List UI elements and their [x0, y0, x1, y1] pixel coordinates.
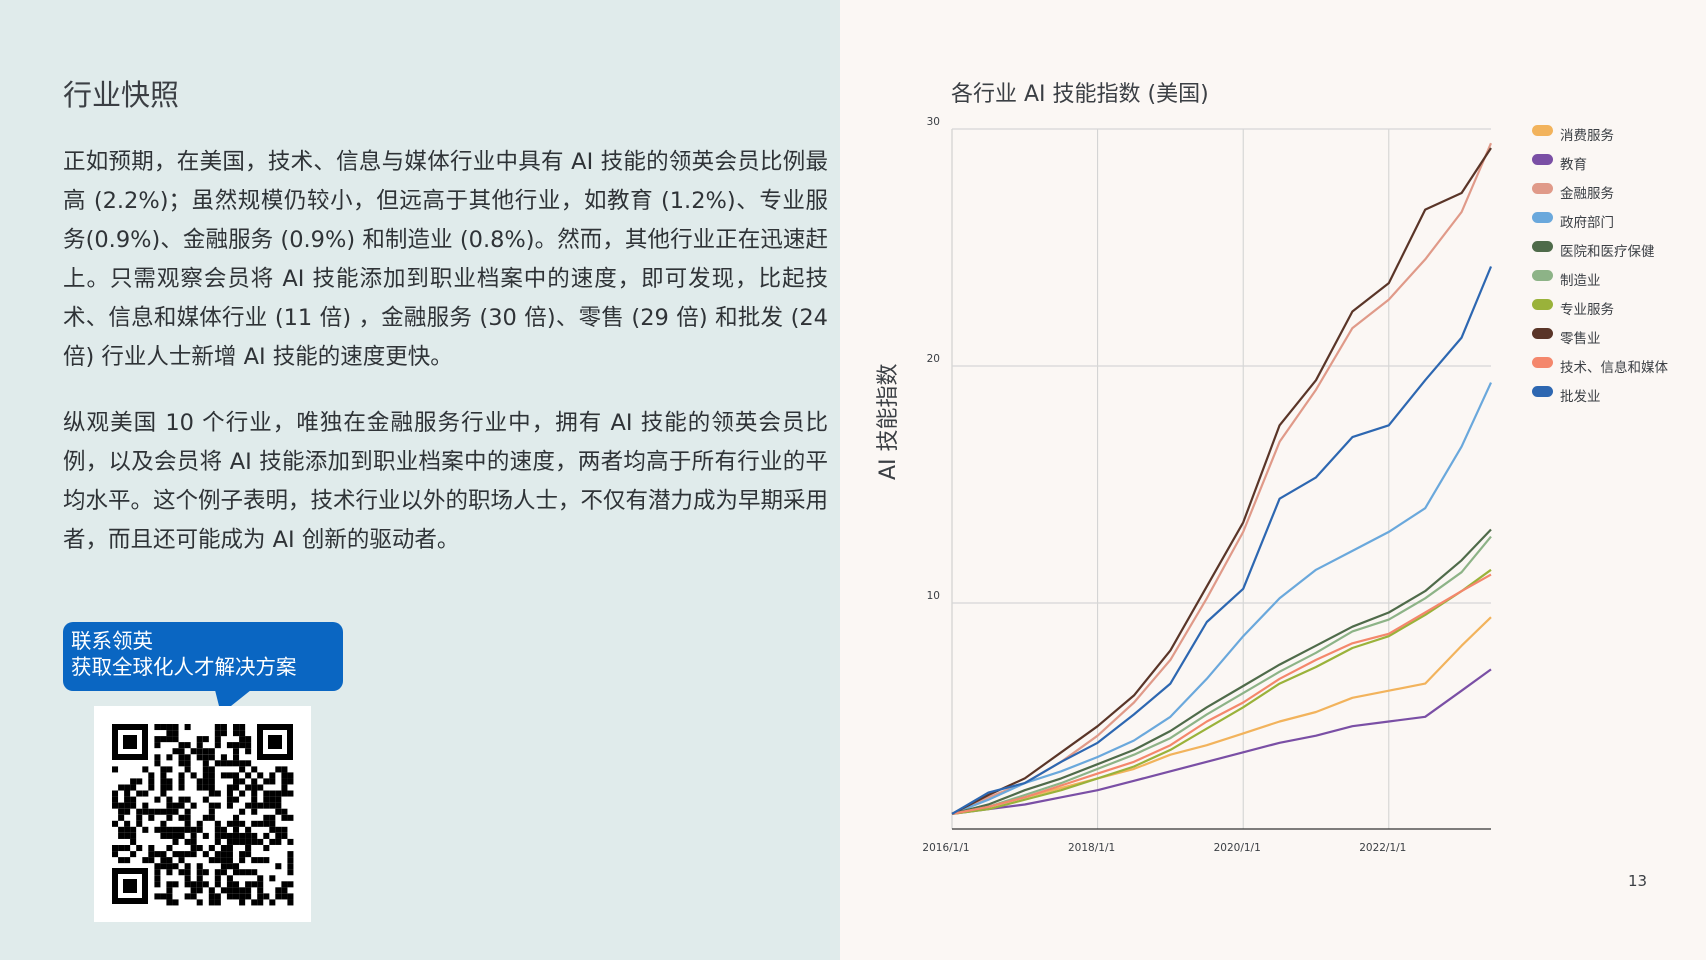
series-line: [951, 528, 1492, 815]
qr-code[interactable]: [94, 706, 311, 922]
x-tick-label: 2018/1/1: [1068, 842, 1115, 854]
legend-swatch-icon: [1532, 125, 1553, 136]
cta-line-1: 联系领英: [71, 629, 153, 653]
series-line: [951, 535, 1492, 815]
legend-swatch-icon: [1532, 212, 1553, 223]
legend-item: 消费服务: [1532, 124, 1702, 153]
y-tick-label: 20: [927, 353, 940, 365]
legend-swatch-icon: [1532, 357, 1553, 368]
chart-title: 各行业 AI 技能指数 (美国): [951, 82, 1209, 107]
x-tick-label: 2022/1/1: [1359, 842, 1406, 854]
chart-grid: [951, 128, 1491, 830]
page-number: 13: [1628, 872, 1648, 890]
legend-label: 金融服务: [1560, 186, 1614, 202]
legend-item: 制造业: [1532, 269, 1702, 298]
qr-code-icon: [112, 724, 294, 906]
x-tick-label: 2020/1/1: [1214, 842, 1261, 854]
legend-swatch-icon: [1532, 241, 1553, 252]
series-line: [951, 616, 1492, 815]
series-line: [951, 668, 1492, 815]
legend-item: 批发业: [1532, 385, 1702, 414]
series-line: [951, 382, 1492, 815]
legend-item: 零售业: [1532, 327, 1702, 356]
legend-swatch-icon: [1532, 386, 1553, 397]
legend-label: 教育: [1560, 157, 1587, 173]
legend-item: 医院和医疗保健: [1532, 240, 1702, 269]
legend-label: 消费服务: [1560, 128, 1614, 144]
legend-label: 批发业: [1560, 389, 1601, 405]
paragraph-2: 纵观美国 10 个行业，唯独在金融服务行业中，拥有 AI 技能的领英会员比例，以…: [63, 410, 829, 553]
legend-label: 专业服务: [1560, 302, 1614, 318]
legend-swatch-icon: [1532, 299, 1553, 310]
chart-legend: 消费服务教育金融服务政府部门医院和医疗保健 制造业专业服务零售业技术、信息和媒体批…: [1532, 124, 1702, 414]
legend-swatch-icon: [1532, 154, 1553, 165]
chart-lines: [951, 142, 1493, 815]
legend-item: 专业服务: [1532, 298, 1702, 327]
legend-swatch-icon: [1532, 270, 1553, 281]
y-tick-label: 30: [927, 116, 940, 128]
contact-cta-bubble[interactable]: 联系领英 获取全球化人才解决方案: [63, 622, 343, 691]
legend-label: 医院和医疗保健: [1560, 244, 1655, 260]
legend-label: 政府部门: [1560, 215, 1614, 231]
legend-label: 零售业: [1560, 331, 1601, 347]
y-tick-label: 10: [927, 590, 940, 602]
series-line: [951, 266, 1493, 815]
axis-tick-labels: 30 20 10 2016/1/1 2018/1/1 2020/1/1 2022/1/1: [922, 116, 1406, 854]
series-line: [951, 147, 1492, 815]
legend-item: 金融服务: [1532, 182, 1702, 211]
section-title: 行业快照: [63, 78, 180, 112]
legend-item: 政府部门: [1532, 211, 1702, 240]
legend-item: 教育: [1532, 153, 1702, 182]
left-panel: 行业快照 正如预期，在美国，技术、信息与媒体行业中具有 AI 技能的领英会员比例…: [0, 0, 840, 960]
cta-line-2: 获取全球化人才解决方案: [71, 655, 297, 679]
x-tick-label: 2016/1/1: [922, 842, 969, 854]
legend-swatch-icon: [1532, 183, 1553, 194]
legend-swatch-icon: [1532, 328, 1553, 339]
legend-item: 技术、信息和媒体: [1532, 356, 1702, 385]
series-line: [951, 568, 1492, 815]
legend-label: 技术、信息和媒体: [1560, 360, 1668, 376]
series-line: [951, 573, 1492, 815]
legend-label: 制造业: [1560, 273, 1601, 289]
paragraph-1: 正如预期，在美国，技术、信息与媒体行业中具有 AI 技能的领英会员比例最高 (2…: [63, 149, 828, 370]
